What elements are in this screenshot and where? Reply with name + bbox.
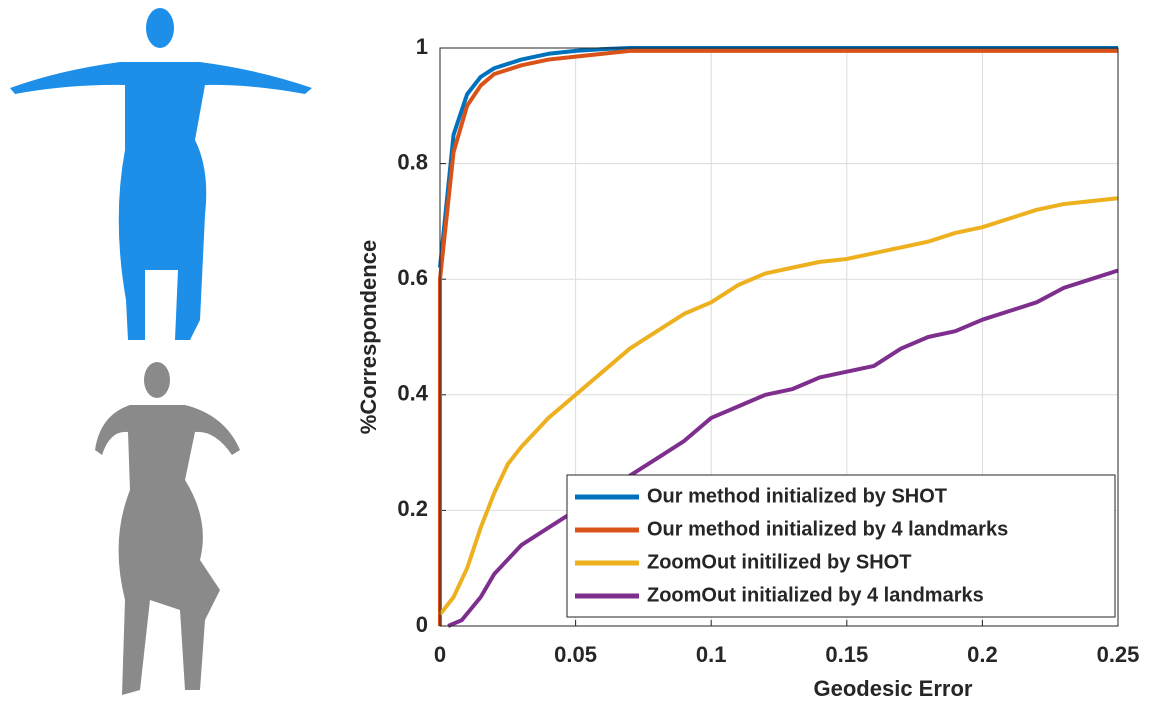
series-line bbox=[438, 196, 1119, 616]
series-line bbox=[447, 268, 1119, 628]
blue-centaur bbox=[10, 8, 312, 340]
x-tick-label: 0.1 bbox=[696, 642, 727, 667]
y-tick-label: 1 bbox=[416, 34, 428, 59]
legend-box bbox=[566, 474, 1116, 618]
legend-label: Our method initialized by 4 landmarks bbox=[647, 518, 1008, 540]
legend-label: ZoomOut initilized by SHOT bbox=[647, 551, 911, 573]
series-line bbox=[438, 48, 1118, 626]
y-tick-label: 0.6 bbox=[397, 265, 428, 290]
y-tick-label: 0 bbox=[416, 612, 428, 637]
x-tick-label: 0 bbox=[434, 642, 446, 667]
x-tick-label: 0.2 bbox=[967, 642, 998, 667]
x-tick-label: 0.05 bbox=[554, 642, 597, 667]
x-tick-label: 0.25 bbox=[1097, 642, 1140, 667]
plot-frame bbox=[439, 47, 1119, 627]
y-tick-label: 0.8 bbox=[397, 149, 428, 174]
y-axis-label: %Correspondence bbox=[356, 240, 381, 434]
gray-centaur bbox=[95, 362, 240, 695]
legend-label: ZoomOut initialized by 4 landmarks bbox=[647, 584, 984, 606]
legend-label: Our method initialized by SHOT bbox=[647, 485, 947, 507]
y-tick-label: 0.4 bbox=[397, 381, 428, 406]
x-axis-label: Geodesic Error bbox=[814, 676, 973, 701]
y-tick-label: 0.2 bbox=[397, 496, 428, 521]
x-tick-label: 0.15 bbox=[825, 642, 868, 667]
